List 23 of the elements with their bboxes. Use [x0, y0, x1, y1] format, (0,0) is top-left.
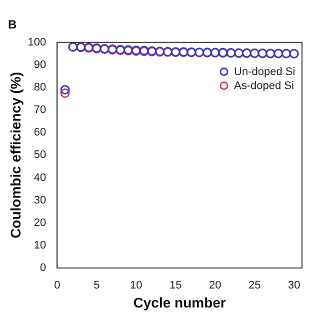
x-tick-label: 10 — [130, 280, 142, 292]
y-tick-label: 10 — [34, 239, 46, 252]
y-tick-label: 60 — [34, 126, 46, 139]
y-tick-label: 80 — [34, 82, 46, 94]
x-tick-label: 25 — [248, 280, 261, 292]
chart-title: B — [8, 18, 17, 32]
y-tick-label: 70 — [34, 104, 46, 116]
x-tick-label: 0 — [54, 280, 60, 292]
legend-label: As-doped Si — [234, 80, 294, 92]
legend-label: Un-doped Si — [234, 66, 296, 78]
x-tick-label: 20 — [208, 280, 222, 292]
y-tick-label: 20 — [34, 216, 46, 229]
y-tick-label: 100 — [28, 36, 46, 48]
y-tick-label: 0 — [40, 262, 46, 274]
x-tick-label: 5 — [94, 280, 100, 292]
x-axis-title: Cycle number — [133, 294, 226, 310]
y-tick-label: 30 — [34, 194, 46, 206]
y-axis-title: Coulombic efficiency (%) — [7, 72, 24, 238]
x-tick-label: 30 — [288, 280, 300, 292]
y-tick-label: 40 — [34, 172, 46, 184]
y-tick-label: 50 — [34, 149, 46, 162]
x-tick-label: 15 — [170, 280, 182, 292]
y-tick-label: 90 — [34, 58, 46, 71]
